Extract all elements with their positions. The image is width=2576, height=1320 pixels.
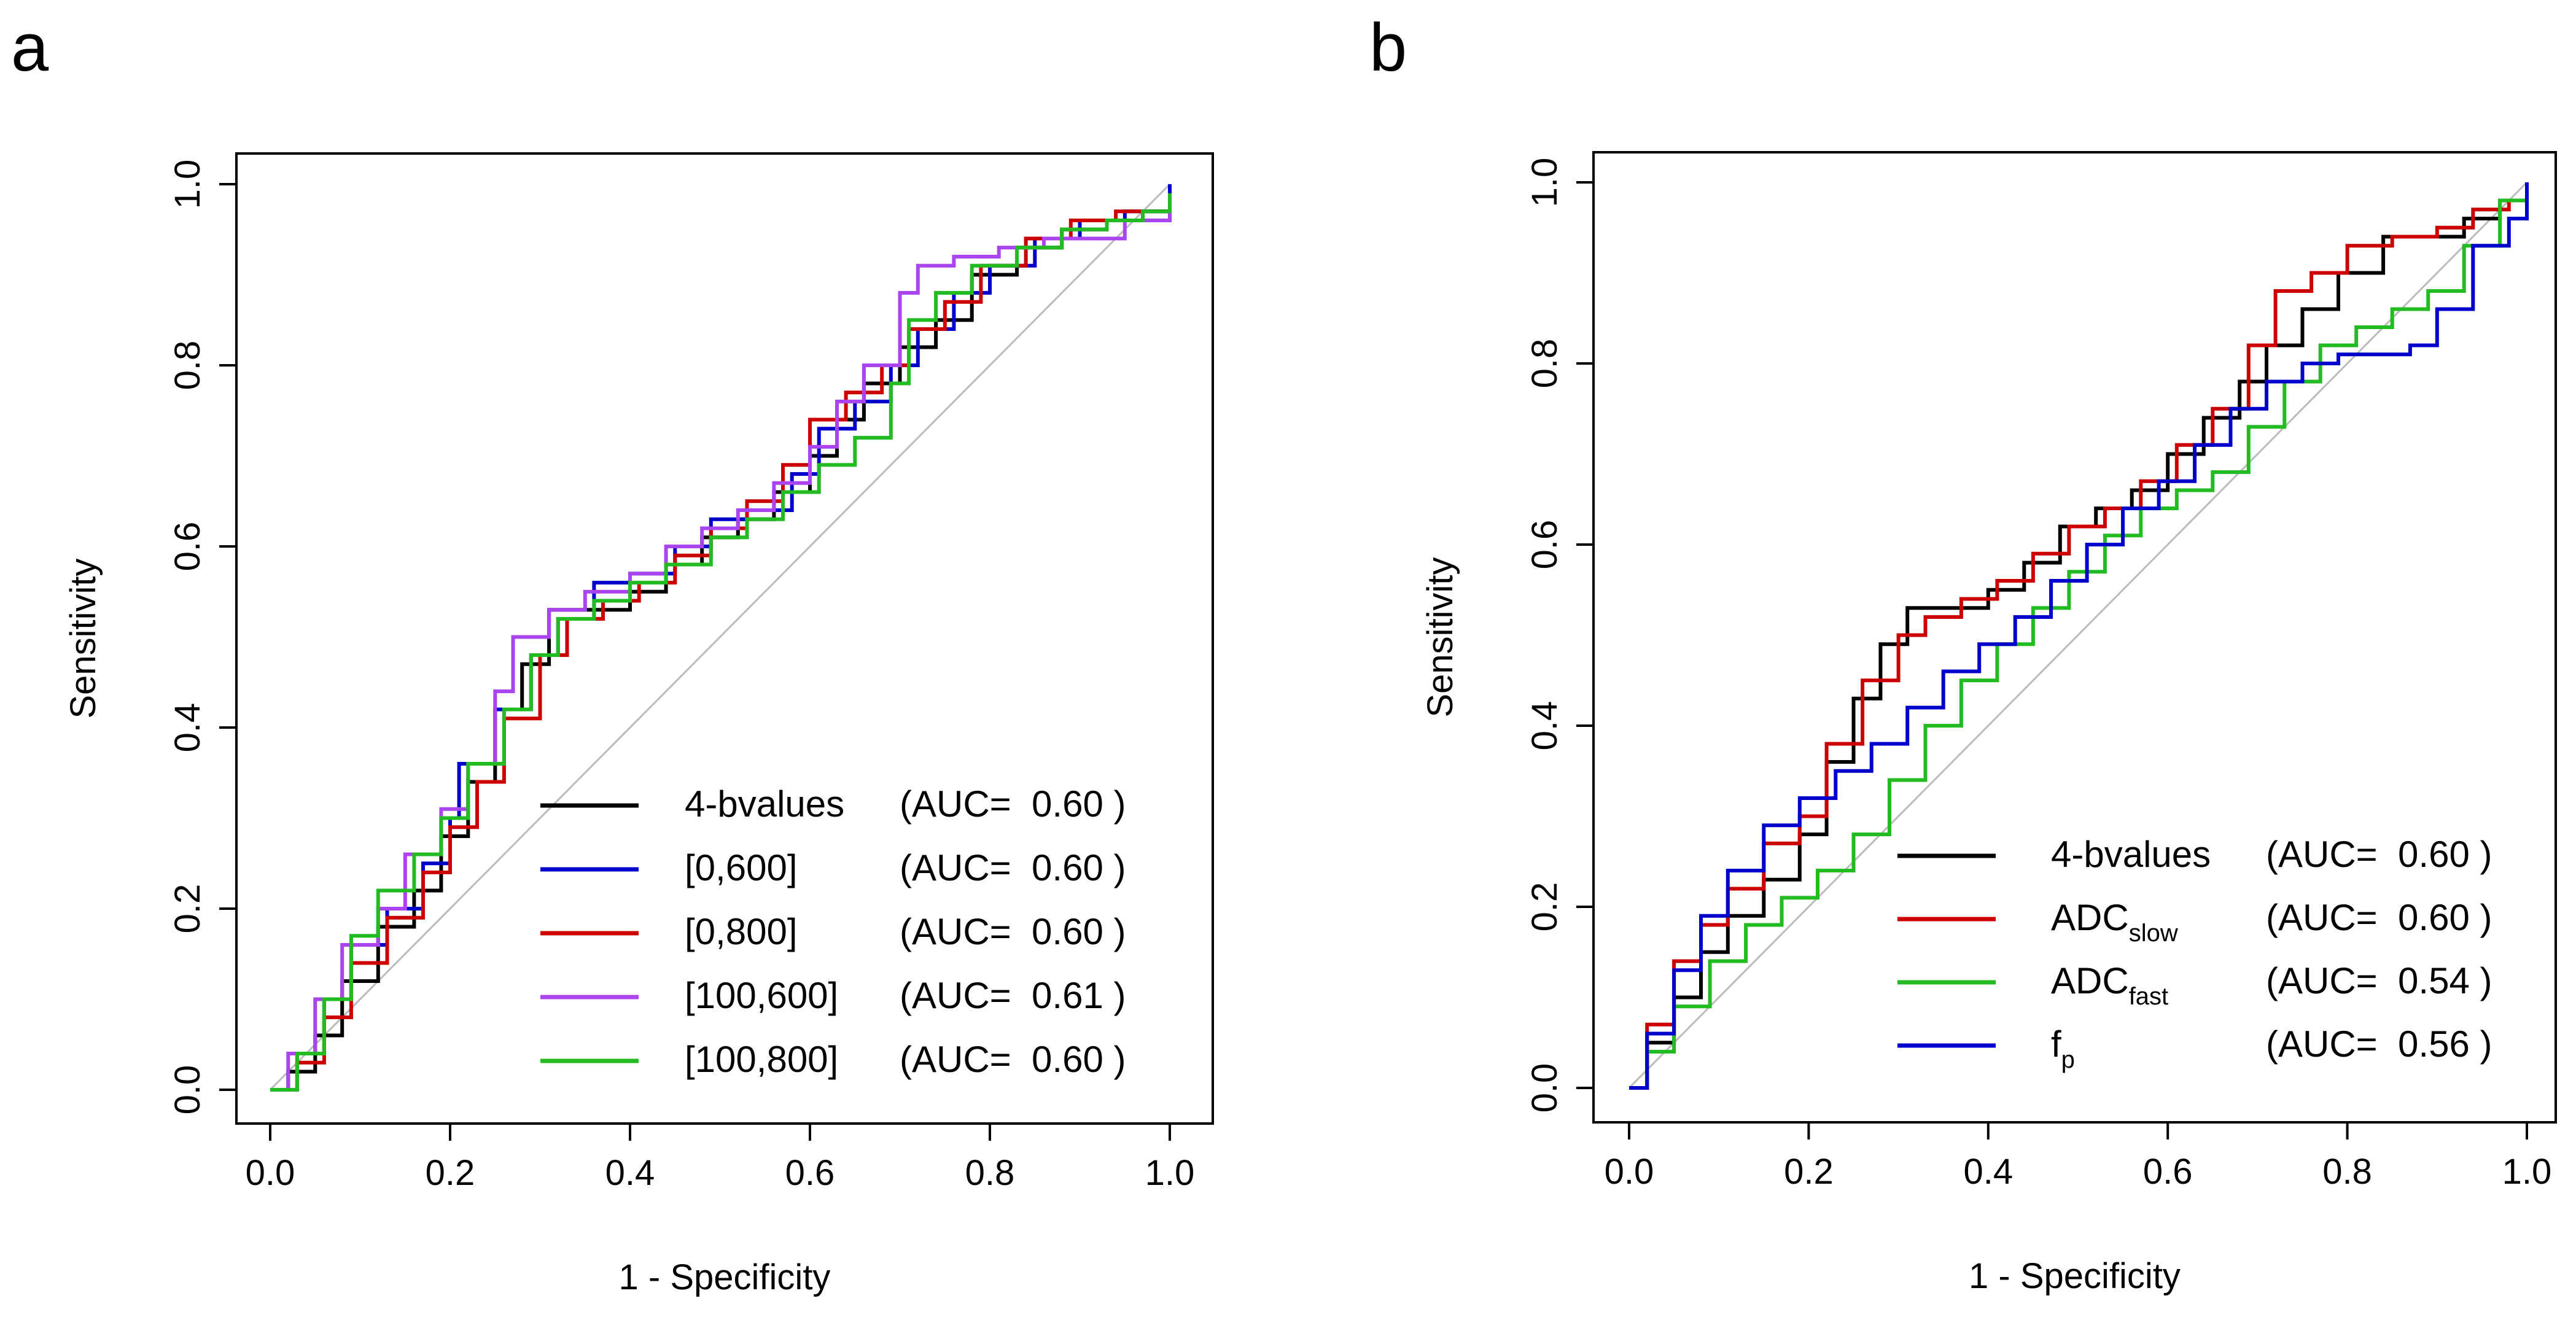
y-tick-label: 0.6 xyxy=(168,522,208,572)
y-tick-label: 0.2 xyxy=(168,884,208,934)
panel-label: b xyxy=(1369,10,1407,85)
y-tick-label: 0.0 xyxy=(168,1065,208,1115)
roc-curve-adcslow xyxy=(1629,191,2529,1090)
panel-b: b 0.0 0.2 0.4 0.6 0.8 1.0 0.0 0.2 0.4 0.6 0.8 1.0 1 -… xyxy=(1369,10,2557,1296)
y-axis-label: Sensitivity xyxy=(63,558,103,718)
plot-frame xyxy=(235,152,1214,1125)
legend-label: [100,800] xyxy=(685,1039,838,1080)
roc-curve-4-bvalues xyxy=(270,184,1172,1092)
legend-label: ADCfast xyxy=(2051,960,2168,1010)
x-tick-label: 1.0 xyxy=(1145,1153,1195,1193)
x-tick-label: 1.0 xyxy=(2502,1152,2552,1192)
legend-auc-value: (AUC= 0.60 ) xyxy=(900,1039,1126,1080)
legend-label-subscript: slow xyxy=(2129,920,2178,947)
y-axis-label: Sensitivity xyxy=(1420,557,1460,717)
legend-auc-value: (AUC= 0.61 ) xyxy=(900,975,1126,1016)
x-axis-label: 1 - Specificity xyxy=(619,1257,831,1297)
panel-a: a 0.0 0.2 0.4 0.6 0.8 1.0 0.0 0.2 0.4 0.6 0.8 1.0 1 -… xyxy=(11,10,1214,1297)
y-tick-label: 0.8 xyxy=(1525,339,1565,389)
roc-curve-100-800 xyxy=(270,193,1172,1092)
y-tick-label: 1.0 xyxy=(168,160,208,209)
roc-curve-fp xyxy=(1629,182,2529,1090)
legend-label: [0,800] xyxy=(685,911,798,952)
reference-diagonal-line xyxy=(269,183,1171,1091)
x-tick-label: 0.6 xyxy=(2143,1152,2193,1192)
panel-label: a xyxy=(11,10,49,85)
legend-label-subscript: p xyxy=(2061,1046,2075,1073)
legend-label-subscript: fast xyxy=(2129,983,2168,1010)
legend-label: [100,600] xyxy=(685,975,838,1016)
x-tick-label: 0.2 xyxy=(426,1153,475,1193)
roc-curve-0-800 xyxy=(270,193,1172,1092)
x-axis-label: 1 - Specificity xyxy=(1969,1256,2181,1296)
x-tick-label: 0.8 xyxy=(965,1153,1015,1193)
legend-auc-value: (AUC= 0.60 ) xyxy=(900,847,1126,888)
x-tick-label: 0.2 xyxy=(1784,1152,1834,1192)
x-tick-label: 0.0 xyxy=(1605,1152,1654,1192)
x-tick-label: 0.4 xyxy=(1963,1152,2013,1192)
roc-curve-adcfast xyxy=(1629,182,2529,1090)
y-tick-label: 0.6 xyxy=(1525,520,1565,570)
legend-auc-value: (AUC= 0.60 ) xyxy=(2266,897,2492,938)
roc-curve-100-600 xyxy=(270,202,1172,1092)
legend-label: fp xyxy=(2051,1023,2075,1073)
legend-auc-value: (AUC= 0.60 ) xyxy=(2266,834,2492,875)
roc-curve-4-bvalues xyxy=(1629,182,2529,1090)
legend-label: 4-bvalues xyxy=(2051,834,2211,875)
plot-frame xyxy=(1592,151,2557,1124)
reference-diagonal-line xyxy=(1628,181,2528,1089)
y-tick-label: 0.2 xyxy=(1525,882,1565,932)
legend-label: [0,600] xyxy=(685,847,798,888)
x-tick-label: 0.6 xyxy=(785,1153,835,1193)
y-tick-label: 0.4 xyxy=(1525,701,1565,751)
legend-label: 4-bvalues xyxy=(685,783,844,825)
legend-auc-value: (AUC= 0.60 ) xyxy=(900,911,1126,952)
x-tick-label: 0.8 xyxy=(2322,1152,2372,1192)
y-tick-label: 0.4 xyxy=(168,703,208,753)
legend-auc-value: (AUC= 0.54 ) xyxy=(2266,960,2492,1001)
x-tick-label: 0.4 xyxy=(605,1153,655,1193)
legend-auc-value: (AUC= 0.56 ) xyxy=(2266,1023,2492,1065)
y-tick-label: 0.0 xyxy=(1525,1063,1565,1113)
y-tick-label: 1.0 xyxy=(1525,158,1565,208)
y-tick-label: 0.8 xyxy=(168,341,208,390)
legend-label: ADCslow xyxy=(2051,897,2178,947)
legend-auc-value: (AUC= 0.60 ) xyxy=(900,783,1126,825)
x-tick-label: 0.0 xyxy=(246,1153,295,1193)
